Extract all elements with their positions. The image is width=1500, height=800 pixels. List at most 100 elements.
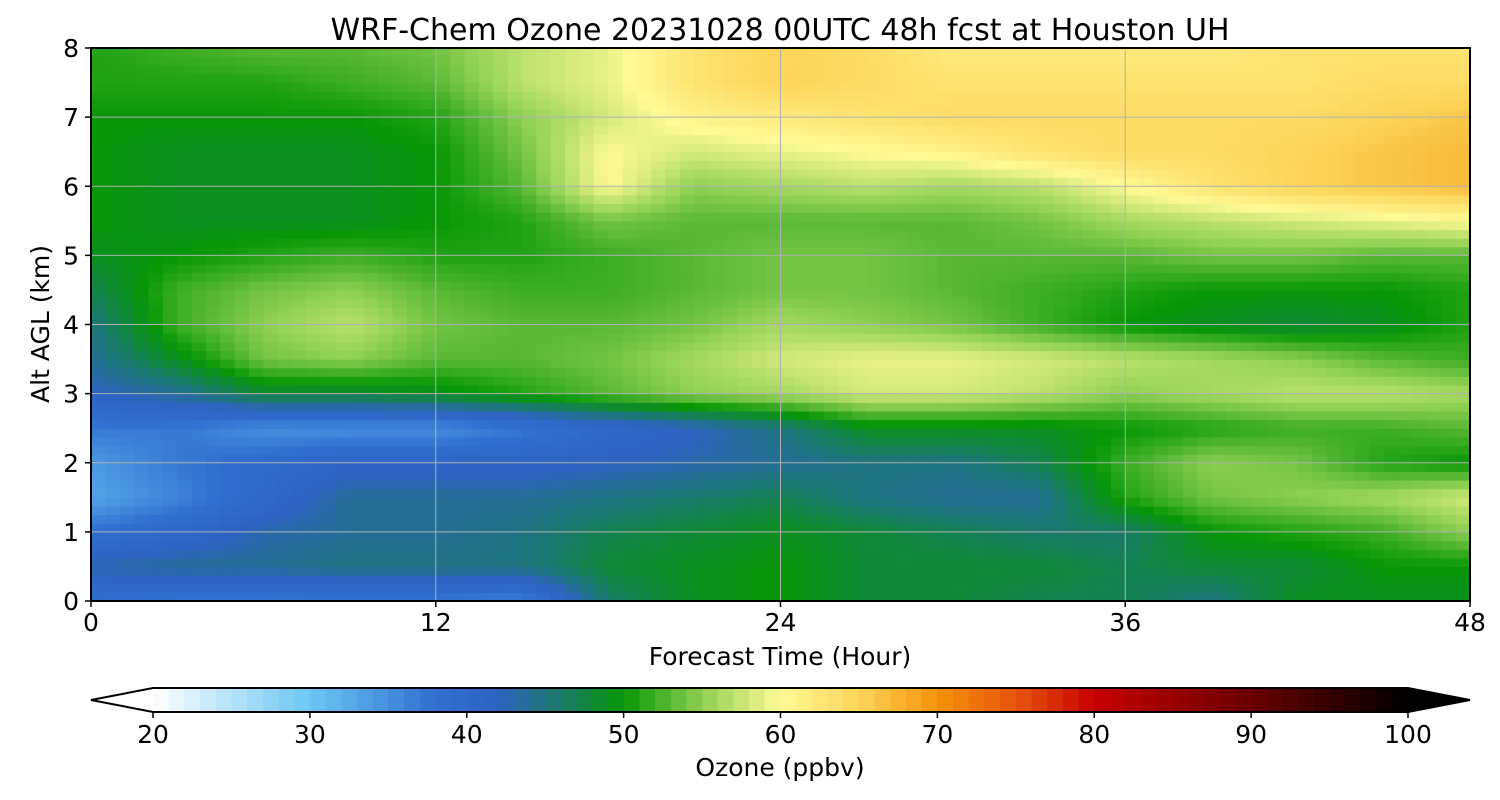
heatmap-cell [1010,583,1026,593]
heatmap-cell [363,324,379,334]
heatmap-cell [1211,419,1227,429]
heatmap-cell [952,523,968,533]
heatmap-cell [1240,341,1256,352]
heatmap-cell [550,281,566,291]
heatmap-cell [737,359,753,369]
heatmap-cell [1297,255,1313,265]
heatmap-cell [1082,281,1098,291]
heatmap-cell [1039,376,1055,386]
heatmap-cell [952,324,968,334]
heatmap-cell [665,436,681,447]
heatmap-cell [1067,333,1083,343]
heatmap-cell [1153,203,1169,213]
heatmap-cell [1110,177,1126,187]
heatmap-cell [464,333,480,343]
heatmap-cell [565,272,580,282]
heatmap-cell [450,281,466,291]
heatmap-cell [794,160,810,170]
heatmap-cell [1268,428,1284,438]
heatmap-cell [981,272,997,282]
heatmap-cell [205,151,221,161]
heatmap-cell [521,393,537,403]
heatmap-cell [694,264,710,274]
heatmap-cell [636,298,652,308]
heatmap-cell [1383,194,1399,205]
heatmap-cell [292,462,308,472]
heatmap-cell [579,333,595,343]
heatmap-cell [1441,220,1457,231]
heatmap-cell [1010,471,1026,481]
heatmap-cell [320,410,336,421]
heatmap-cell [665,324,681,334]
heatmap-cell [794,238,810,248]
heatmap-cell [679,583,695,593]
heatmap-cell [866,454,882,464]
heatmap-cell [895,246,911,256]
heatmap-cell [938,384,954,395]
heatmap-cell [1125,505,1141,516]
heatmap-cell [1197,471,1213,481]
heatmap-cell [1398,238,1414,248]
heatmap-cell [1110,315,1126,326]
heatmap-cell [766,324,782,334]
heatmap-cell [679,384,695,395]
heatmap-cell [1240,315,1256,326]
heatmap-cell [1082,428,1098,438]
heatmap-cell [162,315,178,326]
heatmap-cell [1139,324,1155,334]
heatmap-cell [1024,436,1040,447]
heatmap-cell [794,428,810,438]
heatmap-cell [1168,428,1184,438]
heatmap-cell [651,289,667,300]
heatmap-cell [967,566,983,576]
heatmap-cell [306,488,322,498]
heatmap-cell [536,168,552,179]
heatmap-cell [493,592,509,602]
heatmap-cell [665,238,681,248]
heatmap-cell [1010,324,1026,334]
heatmap-cell [1110,324,1126,334]
heatmap-cell [909,220,925,231]
heatmap-cell [665,393,681,403]
heatmap-cell [450,445,466,455]
heatmap-cell [435,592,451,602]
heatmap-cell [105,229,121,239]
heatmap-cell [1268,359,1284,369]
heatmap-cell [335,566,351,576]
heatmap-cell [938,531,954,542]
heatmap-cell [1153,333,1169,343]
heatmap-cell [205,557,221,568]
heatmap-cell [507,238,523,248]
heatmap-cell [1197,462,1213,472]
chart-title: WRF-Chem Ozone 20231028 00UTC 48h fcst a… [330,13,1229,48]
heatmap-cell [1340,307,1356,317]
heatmap-cell [1225,540,1241,550]
heatmap-cell [1024,384,1040,395]
heatmap-cell [837,307,853,317]
heatmap-cell [895,454,911,464]
heatmap-cell [909,272,925,282]
heatmap-cell [1096,289,1112,300]
heatmap-cell [234,445,250,455]
heatmap-cell [1110,367,1126,377]
heatmap-cell [234,505,250,516]
heatmap-cell [450,298,466,308]
heatmap-cell [823,367,839,377]
heatmap-cell [119,151,135,161]
heatmap-cell [1082,445,1098,455]
heatmap-cell [823,298,839,308]
heatmap-cell [349,540,365,550]
heatmap-cell [1268,523,1284,533]
heatmap-cell [392,212,408,222]
heatmap-cell [536,454,552,464]
heatmap-cell [1139,540,1155,550]
heatmap-cell [249,419,264,429]
heatmap-cell [708,194,724,205]
heatmap-cell [1369,583,1385,593]
heatmap-cell [205,289,221,300]
heatmap-cell [148,264,164,274]
heatmap-cell [1240,255,1256,265]
heatmap-cell [292,367,308,377]
heatmap-cell [952,151,968,161]
heatmap-cell [723,523,738,533]
